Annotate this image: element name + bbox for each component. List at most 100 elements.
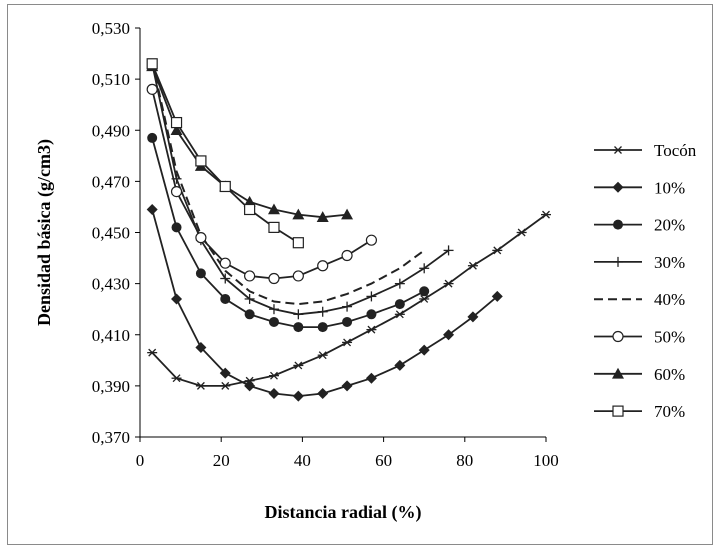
y-tick-label: 0,370: [92, 428, 130, 447]
data-point-marker: [244, 380, 256, 392]
legend-label: 40%: [654, 290, 685, 309]
chart-frame: [7, 4, 713, 545]
data-point-marker: [491, 290, 503, 302]
data-point-marker: [244, 270, 256, 282]
legend-label: 60%: [654, 365, 685, 384]
data-point-marker: [342, 316, 353, 327]
data-point-marker: [613, 146, 623, 154]
legend-item: 20%: [594, 216, 685, 235]
data-point-marker: [443, 329, 455, 341]
data-point-marker: [467, 261, 478, 270]
data-point-marker: [195, 342, 207, 354]
data-point-marker: [293, 322, 304, 333]
data-point-marker: [244, 293, 255, 304]
series-20pct: [147, 132, 430, 333]
data-point-marker: [171, 222, 182, 233]
data-point-marker: [317, 351, 328, 360]
legend-label: 50%: [654, 328, 685, 347]
data-point-marker: [341, 208, 354, 220]
y-tick-label: 0,430: [92, 275, 130, 294]
data-point-marker: [219, 180, 231, 193]
data-point-marker: [293, 361, 304, 370]
data-point-marker: [342, 338, 353, 347]
data-point-marker: [419, 295, 430, 303]
data-point-marker: [268, 316, 279, 327]
data-point-marker: [146, 83, 158, 95]
data-point-marker: [317, 388, 329, 400]
data-point-marker: [220, 293, 231, 304]
data-point-marker: [612, 330, 624, 343]
legend: Tocón 10% 20% 30% 40% 50% 60% 70%: [594, 141, 697, 421]
data-point-marker: [171, 293, 183, 305]
data-point-marker: [443, 279, 454, 288]
x-tick-label: 20: [213, 451, 230, 470]
data-point-marker: [341, 249, 353, 262]
data-point-marker: [443, 245, 454, 256]
data-point-marker: [317, 322, 328, 333]
data-point-marker: [342, 301, 353, 312]
series-10pct: [146, 203, 503, 402]
data-point-marker: [292, 390, 304, 402]
data-point-marker: [366, 291, 377, 302]
data-point-marker: [541, 210, 551, 219]
data-point-marker: [613, 219, 623, 230]
data-point-marker: [366, 325, 377, 334]
data-point-marker: [146, 203, 158, 215]
data-point-marker: [419, 286, 430, 297]
x-tick-label: 0: [136, 451, 145, 470]
data-point-marker: [292, 208, 305, 220]
legend-item: 70%: [594, 402, 685, 421]
legend-item: 40%: [594, 290, 685, 309]
data-point-marker: [146, 58, 158, 70]
data-point-marker: [365, 372, 377, 384]
data-point-marker: [268, 388, 280, 400]
data-point-marker: [170, 186, 183, 198]
data-point-marker: [195, 155, 207, 167]
data-point-marker: [195, 232, 207, 244]
series-60pct: [146, 60, 354, 222]
x-tick-label: 80: [456, 451, 473, 470]
data-point-marker: [292, 270, 304, 282]
legend-label: Tocón: [654, 141, 697, 160]
y-tick-label: 0,410: [92, 326, 130, 345]
y-tick-label: 0,530: [92, 19, 130, 38]
data-point-marker: [516, 228, 527, 237]
x-tick-label: 40: [294, 451, 311, 470]
series-line: [151, 60, 425, 306]
legend-item: Tocón: [594, 141, 697, 160]
data-point-marker: [394, 278, 405, 289]
x-axis-title: Distancia radial (%): [265, 502, 422, 523]
data-point-marker: [366, 309, 377, 320]
data-point-marker: [419, 263, 430, 274]
data-point-marker: [268, 272, 280, 285]
series-line: [151, 213, 547, 387]
data-point-marker: [394, 359, 406, 371]
legend-item: 10%: [594, 178, 685, 197]
data-point-marker: [244, 309, 255, 320]
x-tick-label: 100: [533, 451, 559, 470]
legend-label: 10%: [654, 178, 685, 197]
data-point-marker: [267, 203, 280, 215]
y-tick-label: 0,470: [92, 172, 130, 191]
y-tick-label: 0,390: [92, 377, 130, 396]
data-point-marker: [170, 124, 183, 136]
data-point-marker: [219, 257, 231, 269]
legend-label: 70%: [654, 402, 685, 421]
data-point-marker: [467, 311, 479, 323]
data-point-marker: [394, 310, 405, 319]
series-70pct: [146, 58, 304, 249]
data-point-marker: [170, 116, 183, 129]
data-point-marker: [612, 367, 624, 379]
data-point-marker: [292, 237, 304, 249]
y-axis-title: Densidad básica (g/cm3): [34, 139, 55, 326]
y-tick-label: 0,510: [92, 70, 130, 89]
data-point-marker: [612, 181, 624, 193]
ticks: 0,370 0,390 0,410 0,430 0,450 0,470 0,490 0,510…: [92, 19, 559, 470]
data-point-marker: [293, 309, 304, 320]
data-point-marker: [492, 246, 503, 255]
data-point-marker: [613, 256, 623, 267]
data-point-marker: [341, 380, 353, 392]
legend-item: 60%: [594, 365, 685, 384]
data-point-marker: [219, 367, 231, 379]
